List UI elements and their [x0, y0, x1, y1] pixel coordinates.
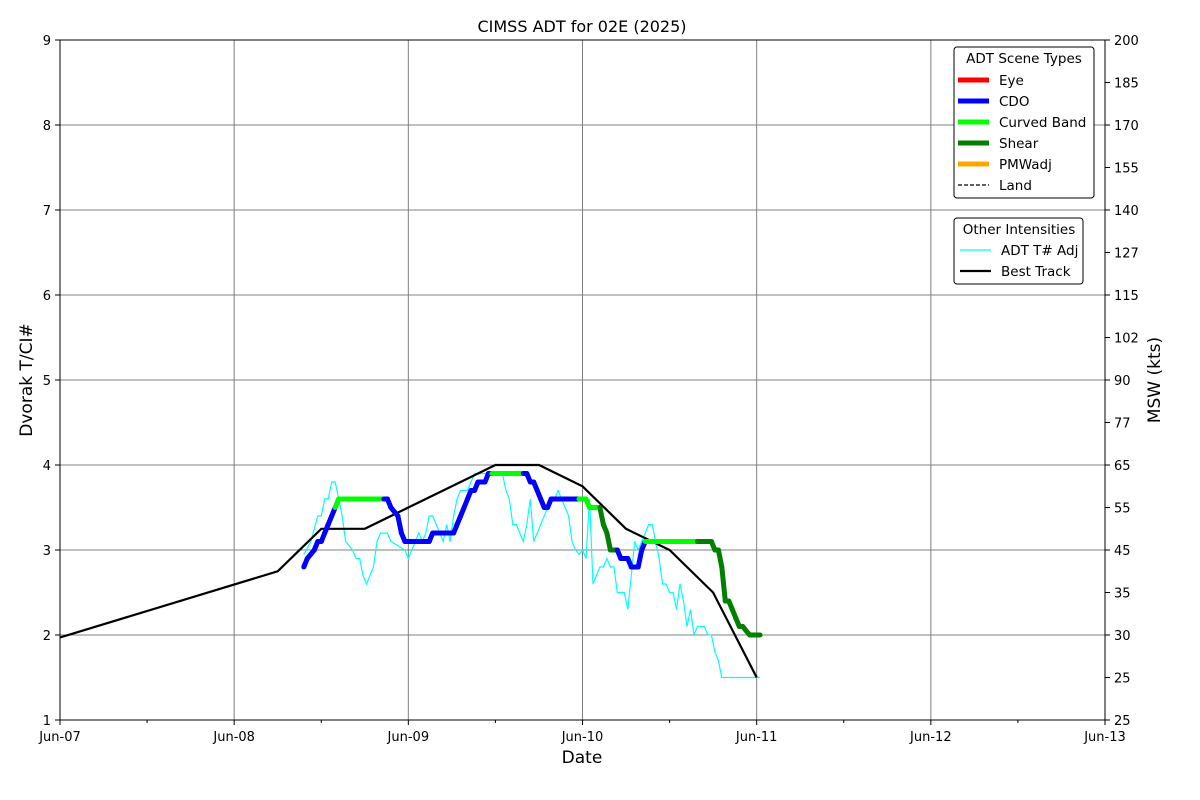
- y-tick-label: 8: [43, 119, 51, 134]
- x-tick-label: Jun-13: [1083, 730, 1126, 745]
- x-tick-label: Jun-09: [387, 730, 430, 745]
- y2-tick-label: 102: [1114, 332, 1139, 347]
- y2-tick-label: 170: [1114, 119, 1139, 134]
- legend-label: CDO: [999, 94, 1029, 110]
- x-tick-label: Jun-07: [38, 730, 81, 745]
- legend-other-title: Other Intensities: [963, 222, 1075, 238]
- x-tick-label: Jun-12: [909, 730, 952, 745]
- legend-scene-box: [953, 46, 1095, 199]
- adt-segment: [715, 547, 725, 570]
- y-tick-label: 3: [43, 544, 51, 559]
- y-tick-label: 9: [43, 34, 51, 49]
- y-tick-label: 7: [43, 204, 51, 219]
- adt-segment: [604, 530, 613, 553]
- chart-title: CIMSS ADT for 02E (2025): [477, 17, 686, 36]
- y2-tick-label: 90: [1114, 374, 1131, 389]
- y2-axis-label: MSW (kts): [1145, 337, 1165, 423]
- y-tick-label: 2: [43, 629, 51, 644]
- y2-tick-label: 155: [1114, 162, 1139, 177]
- grid: [60, 40, 1105, 720]
- y2-tick-label: 55: [1114, 502, 1131, 517]
- y2-tick-label: 25: [1114, 714, 1131, 729]
- x-tick-label: Jun-08: [212, 730, 255, 745]
- legend-scene-title: ADT Scene Types: [966, 51, 1082, 67]
- legend-label: Best Track: [1001, 264, 1071, 280]
- legend-other-box: [953, 217, 1084, 285]
- legend-other-intensities: Other Intensities ADT T# Adj Best Track: [953, 217, 1084, 285]
- x-tick-label: Jun-11: [735, 730, 778, 745]
- legend-label: Shear: [999, 136, 1039, 152]
- y2-tick-label: 127: [1114, 247, 1139, 262]
- legend-scene-types: ADT Scene Types Eye CDO Curved Band Shear PM…: [953, 46, 1095, 199]
- y2-tick-label: 140: [1114, 204, 1139, 219]
- adt-segment: [635, 547, 645, 570]
- y-tick-label: 5: [43, 374, 51, 389]
- y2-tick-label: 30: [1114, 629, 1131, 644]
- legend-label: Curved Band: [999, 115, 1086, 131]
- y-tick-label: 4: [43, 459, 51, 474]
- legend-label: ADT T# Adj: [1001, 243, 1078, 259]
- y2-tick-label: 200: [1114, 34, 1139, 49]
- series-layer: [59, 463, 763, 679]
- y-axis-left: 1 2 3 4 5 6 7 8 9: [43, 34, 60, 729]
- best-track-line: [59, 463, 758, 679]
- x-axis: Jun-07 Jun-08 Jun-09 Jun-10 Jun-11 Jun-12 Jun-…: [38, 720, 1126, 745]
- y2-tick-label: 185: [1114, 77, 1139, 92]
- y2-tick-label: 77: [1114, 417, 1131, 432]
- adt-adj-line: [303, 472, 761, 679]
- adt-segment: [719, 564, 728, 604]
- y2-tick-label: 65: [1114, 459, 1131, 474]
- y2-tick-label: 45: [1114, 544, 1131, 559]
- y2-tick-label: 25: [1114, 672, 1131, 687]
- legend-label: Land: [999, 178, 1032, 194]
- adt-segment: [597, 505, 606, 527]
- legend-label: PMWadj: [999, 157, 1052, 173]
- y2-tick-label: 35: [1114, 587, 1131, 602]
- y2-tick-label: 115: [1114, 289, 1139, 304]
- x-axis-label: Date: [562, 748, 603, 768]
- adt-segment: [395, 513, 404, 536]
- y-tick-label: 6: [43, 289, 51, 304]
- legend-label: Eye: [999, 73, 1024, 89]
- y-tick-label: 1: [43, 714, 51, 729]
- y-axis-label: Dvorak T/CI#: [17, 323, 37, 436]
- y-axis-right: 25 25 30 35 45 55 65 77 90 102 115 127 140 155 170 185 2…: [1105, 34, 1139, 729]
- x-tick-label: Jun-10: [561, 730, 604, 745]
